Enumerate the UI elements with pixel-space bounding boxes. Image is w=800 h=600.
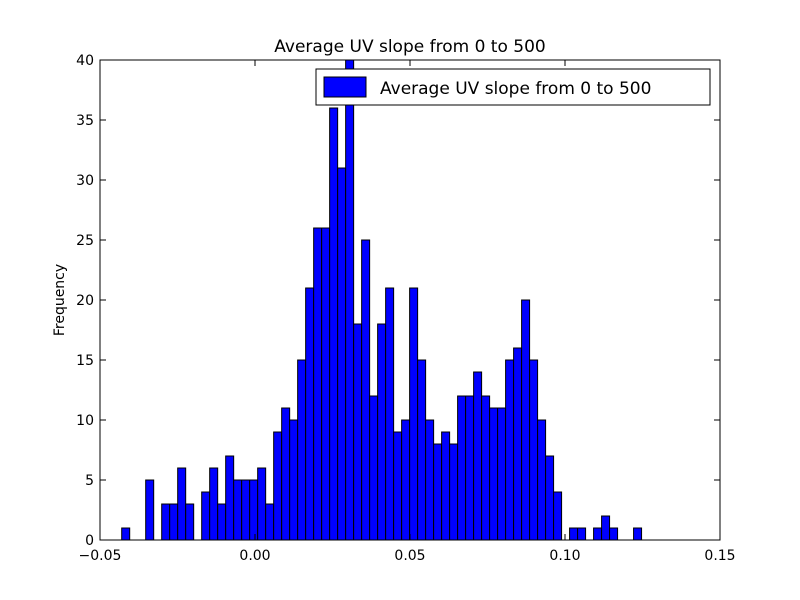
x-tick-label: 0.05	[394, 548, 425, 564]
histogram-bar	[425, 419, 435, 541]
y-tick-label: 10	[76, 413, 94, 429]
y-tick-label: 35	[76, 113, 94, 129]
histogram-bar	[345, 59, 355, 541]
histogram-bar	[241, 479, 251, 541]
histogram-bar	[473, 371, 483, 541]
y-axis-label: Frequency	[52, 264, 68, 336]
histogram-bar	[633, 527, 643, 541]
histogram-bar	[465, 395, 475, 541]
x-tick-label: 0.10	[549, 548, 580, 564]
histogram-bar	[553, 491, 563, 541]
histogram-bar	[209, 467, 219, 541]
histogram-bar	[481, 395, 491, 541]
y-tick-label: 5	[85, 473, 94, 489]
chart-title: Average UV slope from 0 to 500	[274, 37, 545, 57]
histogram-bar	[161, 503, 171, 541]
histogram-bar	[201, 491, 211, 541]
histogram-bar	[225, 455, 235, 541]
histogram-bar	[449, 443, 459, 541]
legend-box	[315, 68, 711, 106]
histogram-bar	[121, 527, 131, 541]
histogram-bar	[609, 527, 619, 541]
histogram-bar	[337, 167, 347, 541]
histogram-bar	[177, 467, 187, 541]
histogram-bar	[401, 419, 411, 541]
histogram-bar	[393, 431, 403, 541]
y-tick-label: 0	[85, 533, 94, 549]
y-tick-label: 20	[76, 293, 94, 309]
histogram-bar	[497, 407, 507, 541]
x-tick-label: 0.15	[704, 548, 735, 564]
legend-swatch	[323, 76, 367, 98]
histogram-bar	[169, 503, 179, 541]
y-tick-label: 15	[76, 353, 94, 369]
histogram-bar	[281, 407, 291, 541]
histogram-bar	[185, 503, 195, 541]
histogram-bar	[305, 287, 315, 541]
histogram-bar	[297, 359, 307, 541]
histogram-bars	[121, 59, 643, 541]
histogram-bar	[385, 287, 395, 541]
histogram-bar	[505, 359, 515, 541]
x-tick-label: −0.05	[79, 548, 122, 564]
histogram-bar	[593, 527, 603, 541]
y-tick-label: 25	[76, 233, 94, 249]
histogram-bar	[321, 227, 331, 541]
histogram-bar	[361, 239, 371, 541]
histogram-bar	[521, 299, 531, 541]
histogram-bar	[233, 479, 243, 541]
histogram-bar	[489, 407, 499, 541]
histogram-bar	[353, 323, 363, 541]
histogram-bar	[601, 515, 611, 541]
axis-ticks: −0.05 0.00 0.05 0.10 0.15 0 5 10 15 20 25 30 35 40	[76, 53, 735, 564]
histogram-bar	[369, 395, 379, 541]
y-tick-label: 40	[76, 53, 94, 69]
x-tick-label: 0.00	[239, 548, 270, 564]
histogram-bar	[377, 323, 387, 541]
histogram-bar	[289, 419, 299, 541]
histogram-bar	[457, 395, 467, 541]
y-tick-label: 30	[76, 173, 94, 189]
histogram-bar	[529, 359, 539, 541]
histogram-bar	[417, 359, 427, 541]
histogram-bar	[313, 227, 323, 541]
histogram-bar	[217, 503, 227, 541]
histogram-bar	[441, 431, 451, 541]
histogram-bar	[513, 347, 523, 541]
histogram-bar	[537, 419, 547, 541]
histogram-bar	[577, 527, 587, 541]
histogram-bar	[409, 287, 419, 541]
histogram-bar	[265, 503, 275, 541]
histogram-bar	[273, 431, 283, 541]
histogram-bar	[545, 455, 555, 541]
histogram-bar	[257, 467, 267, 541]
histogram-bar	[329, 107, 339, 541]
histogram-bar	[569, 527, 579, 541]
legend: Average UV slope from 0 to 500	[315, 68, 711, 106]
histogram-bar	[249, 479, 259, 541]
histogram-bar	[433, 443, 443, 541]
legend-label: Average UV slope from 0 to 500	[380, 79, 651, 99]
histogram-bar	[145, 479, 155, 541]
